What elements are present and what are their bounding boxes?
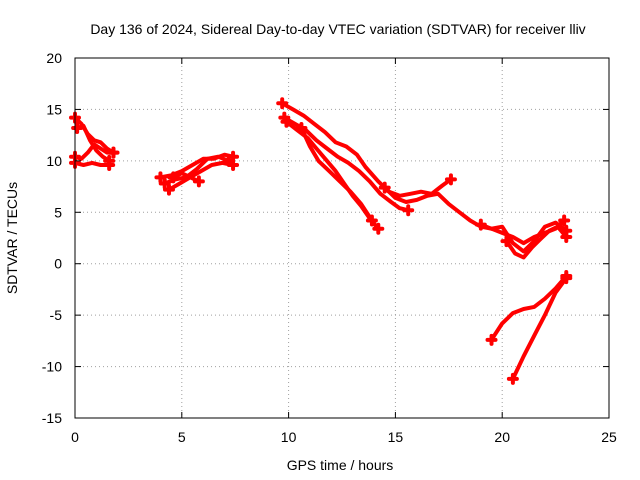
x-tick-label: 25 bbox=[601, 429, 617, 445]
y-tick-label: -10 bbox=[42, 359, 62, 375]
x-tick-label: 10 bbox=[281, 429, 297, 445]
plus-marker bbox=[227, 158, 240, 171]
plus-marker bbox=[192, 175, 205, 188]
y-tick-label: 5 bbox=[54, 204, 62, 220]
y-tick-label: 10 bbox=[46, 153, 62, 169]
plus-marker bbox=[560, 230, 573, 243]
y-axis-label: SDTVAR / TECUs bbox=[4, 182, 20, 294]
plus-marker bbox=[295, 121, 308, 134]
plus-marker bbox=[474, 218, 487, 231]
plus-marker bbox=[280, 115, 293, 128]
plus-marker bbox=[378, 181, 391, 194]
plus-marker bbox=[402, 204, 415, 217]
plus-marker bbox=[558, 214, 571, 227]
y-tick-label: 0 bbox=[54, 256, 62, 272]
plus-marker bbox=[162, 183, 175, 196]
series-14-trace bbox=[478, 220, 569, 254]
plot-frame bbox=[74, 57, 610, 419]
data-series-layer bbox=[69, 97, 573, 385]
plus-marker bbox=[167, 171, 180, 184]
x-tick-label: 0 bbox=[71, 429, 79, 445]
series-6-trace bbox=[162, 154, 231, 186]
series-8 bbox=[167, 171, 205, 188]
plus-marker bbox=[444, 173, 457, 186]
series-17 bbox=[506, 272, 573, 385]
series-7 bbox=[162, 158, 240, 196]
plus-marker bbox=[154, 171, 167, 184]
axis-ticks: 0 5 10 15 20 25 20 15 10 5 0 -5 -10 -15 bbox=[42, 50, 617, 445]
series-1-trace bbox=[73, 115, 116, 155]
series-12-trace bbox=[299, 125, 374, 223]
plus-marker bbox=[158, 177, 171, 190]
series-16-trace bbox=[489, 274, 569, 342]
plus-marker bbox=[485, 333, 498, 346]
series-12 bbox=[295, 121, 378, 227]
plus-marker bbox=[71, 121, 84, 134]
plus-marker bbox=[365, 214, 378, 227]
plus-marker bbox=[372, 222, 385, 235]
x-tick-label: 15 bbox=[388, 429, 404, 445]
plus-marker bbox=[500, 235, 513, 248]
y-tick-label: 20 bbox=[46, 50, 62, 66]
chart-title: Day 136 of 2024, Sidereal Day-to-day VTE… bbox=[90, 21, 585, 37]
plus-marker bbox=[560, 272, 573, 285]
x-tick-label: 5 bbox=[178, 429, 186, 445]
y-tick-label: -5 bbox=[50, 307, 63, 323]
x-axis-label: GPS time / hours bbox=[287, 457, 394, 473]
y-tick-label: 15 bbox=[46, 101, 62, 117]
y-tick-label: -15 bbox=[42, 410, 62, 426]
series-9-trace bbox=[280, 101, 453, 198]
series-9 bbox=[276, 97, 457, 198]
plus-marker bbox=[103, 158, 116, 171]
plus-marker bbox=[276, 97, 289, 110]
plus-marker bbox=[107, 146, 120, 159]
series-15-trace bbox=[504, 224, 569, 260]
series-10-trace bbox=[282, 115, 411, 213]
series-7-trace bbox=[167, 160, 236, 192]
series-3-trace bbox=[75, 123, 112, 163]
series-17-trace bbox=[510, 276, 569, 381]
series-16 bbox=[485, 270, 573, 346]
series-15 bbox=[500, 224, 573, 260]
series-8-trace bbox=[171, 171, 201, 184]
x-tick-label: 20 bbox=[494, 429, 510, 445]
plus-marker bbox=[506, 372, 519, 385]
